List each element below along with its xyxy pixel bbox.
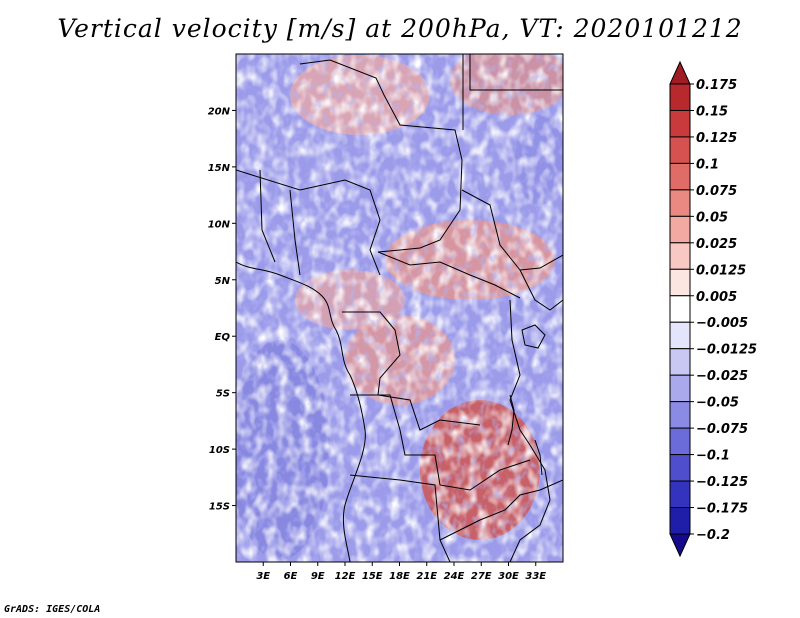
colorbar-bottom-arrow — [669, 533, 691, 558]
y-tick-label: 10N — [208, 219, 231, 230]
border-botswana-zimbabwe — [439, 479, 563, 541]
x-tick-label: 27E — [471, 571, 492, 582]
colorbar-label: 0.125 — [696, 131, 737, 146]
colorbar-label: −0.075 — [696, 422, 748, 437]
colorbar-label: −0.005 — [696, 316, 748, 331]
colorbar-top-arrow — [669, 60, 691, 85]
x-tick-label: 15E — [362, 571, 383, 582]
chart-title: Vertical velocity [m/s] at 200hPa, VT: 2… — [57, 14, 743, 43]
border-sahara — [236, 169, 381, 276]
colorbar-box — [669, 454, 691, 482]
colorbar-label: −0.175 — [696, 502, 748, 517]
colorbar-label: 0.15 — [696, 104, 728, 119]
x-tick-label: 12E — [335, 571, 356, 582]
colorbar-label: −0.0125 — [696, 343, 757, 358]
colorbar-box — [669, 427, 691, 456]
border-west-interior — [259, 169, 301, 276]
colorbar-box — [669, 348, 691, 376]
border-sudan — [461, 189, 563, 271]
border-drc-east — [509, 299, 531, 446]
field-layer — [236, 54, 563, 562]
colorbar-label: −0.05 — [696, 396, 739, 411]
colorbar-label: 0.1 — [696, 157, 719, 172]
y-tick-label: 15S — [209, 502, 230, 513]
border-libya-egypt — [462, 54, 563, 130]
colorbar-label: 0.075 — [696, 184, 737, 199]
colorbar-box — [669, 189, 691, 217]
x-tick-label: 9E — [311, 571, 325, 582]
colorbar-box — [669, 83, 691, 111]
colorbar-box — [669, 295, 691, 323]
border-central-africa — [377, 251, 521, 299]
y-tick-label: 20N — [208, 106, 231, 117]
x-tick-label: 24E — [444, 571, 465, 582]
colorbar-box — [669, 480, 691, 509]
colorbar-box — [669, 507, 691, 535]
colorbar-box — [669, 268, 691, 297]
border-namibia — [349, 474, 451, 562]
border-mozambique — [509, 444, 551, 562]
colorbar-box — [669, 321, 691, 350]
colorbar-box — [669, 162, 691, 191]
lake-malawi — [534, 439, 543, 476]
colorbar-label: −0.2 — [696, 528, 730, 543]
lake-victoria — [521, 324, 546, 349]
colorbar-label: 0.025 — [696, 237, 737, 252]
x-tick-label: 18E — [389, 571, 410, 582]
y-axis: 20N 15N 10N 5N EQ 5S 10S 15S — [208, 106, 236, 513]
x-tick-label: 21E — [416, 571, 437, 582]
map-boundaries — [236, 54, 563, 562]
colorbar: 0.175 0.15 0.125 0.1 0.075 0.05 0.025 0.0125 0.0… — [669, 60, 757, 558]
y-tick-label: 5N — [215, 276, 231, 287]
colorbar-box — [669, 215, 691, 244]
colorbar-box — [669, 136, 691, 164]
colorbar-label: 0.0125 — [696, 263, 746, 278]
border-congo — [342, 311, 481, 431]
colorbar-box — [669, 374, 691, 403]
x-tick-label: 3E — [256, 571, 270, 582]
lake-tanganyika — [507, 394, 515, 446]
noise-texture-blue — [236, 54, 563, 562]
y-tick-label: 15N — [208, 163, 231, 174]
x-tick-label: 30E — [498, 571, 519, 582]
grads-credit: GrADS: IGES/COLA — [4, 604, 101, 615]
border-ethiopia — [519, 269, 563, 311]
colorbar-label: 0.175 — [696, 78, 737, 93]
colorbar-label: −0.025 — [696, 369, 748, 384]
y-tick-label: 5S — [216, 389, 230, 400]
border-angola-zambia — [350, 394, 531, 491]
colorbar-box — [669, 109, 691, 138]
x-tick-label: 33E — [525, 571, 546, 582]
y-tick-label: 10S — [209, 445, 230, 456]
colorbar-label: −0.1 — [696, 449, 730, 464]
x-tick-label: 6E — [284, 571, 298, 582]
colorbar-label: 0.05 — [696, 210, 728, 225]
colorbar-box — [669, 401, 691, 429]
x-axis: 3E 6E 9E 12E 15E 18E 21E 24E 27E 30E 33E — [256, 562, 546, 582]
colorbar-label: 0.005 — [696, 290, 737, 305]
border-niger-chad — [299, 59, 463, 253]
coastline-west-africa — [236, 261, 366, 562]
y-tick-label: EQ — [215, 332, 231, 343]
colorbar-label: −0.125 — [696, 475, 748, 490]
colorbar-box — [669, 242, 691, 270]
